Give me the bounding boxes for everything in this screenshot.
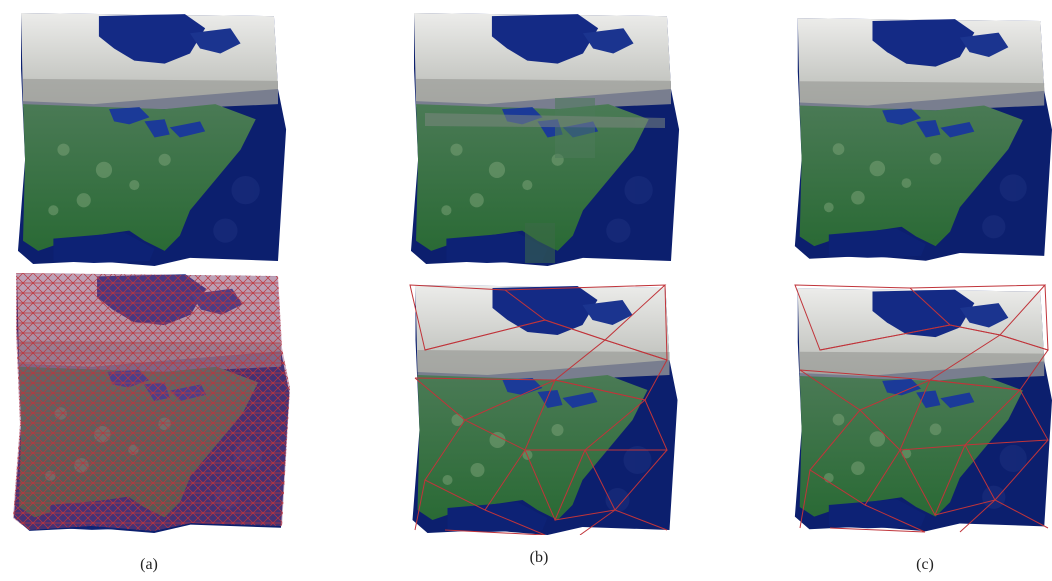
sparse-mesh-map-image <box>794 284 1052 533</box>
panel-a-top <box>12 8 287 266</box>
triangle-mesh <box>409 284 668 535</box>
distorted-map-image <box>410 13 680 266</box>
dense-mesh-map-image <box>13 273 290 533</box>
triangle-mesh <box>794 284 1049 533</box>
caption-c: (c) <box>916 556 934 573</box>
caption-b: (b) <box>529 549 549 566</box>
sparse-mesh-map-image <box>409 284 678 535</box>
panel-c-bottom <box>790 280 1052 535</box>
panel-b-top <box>405 8 680 266</box>
caption-a: (a) <box>140 556 158 573</box>
panel-c-top <box>790 8 1052 266</box>
textured-map-image <box>17 13 287 266</box>
panel-b-bottom <box>405 280 680 535</box>
reconstructed-map-image <box>794 18 1052 261</box>
panel-a-bottom <box>8 268 290 533</box>
